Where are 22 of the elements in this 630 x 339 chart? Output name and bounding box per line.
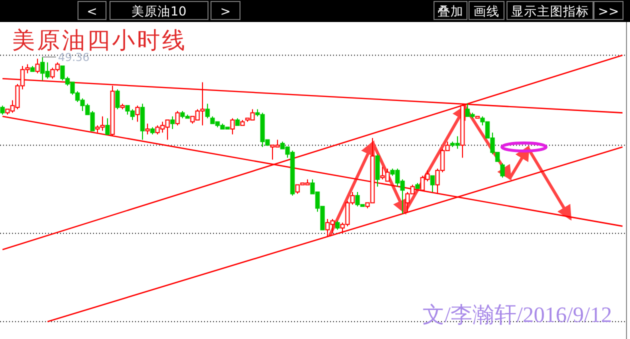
candlestick — [170, 116, 175, 130]
candlestick — [205, 103, 210, 119]
text: < — [86, 4, 98, 18]
text: 叠加 — [438, 4, 464, 18]
candlestick — [105, 118, 110, 135]
candlestick — [140, 103, 145, 140]
candlestick — [375, 154, 380, 188]
chart-title: 美原油四小时线 — [12, 28, 187, 53]
text: 美原油10 — [132, 4, 186, 18]
candlestick — [135, 105, 140, 122]
candlestick — [145, 123, 150, 135]
text: 文/李瀚轩/2016/9/12 — [422, 302, 612, 327]
text: 画线 — [474, 4, 500, 18]
candlestick — [115, 88, 120, 110]
annotation: 49.36 — [58, 51, 90, 64]
candlestick — [500, 162, 505, 178]
text: >> — [598, 4, 619, 18]
candlestick — [230, 118, 235, 135]
candlestick — [175, 110, 180, 126]
text: 显示主图指标 — [511, 4, 589, 18]
candlestick — [35, 58, 40, 74]
text: > — [220, 4, 231, 18]
